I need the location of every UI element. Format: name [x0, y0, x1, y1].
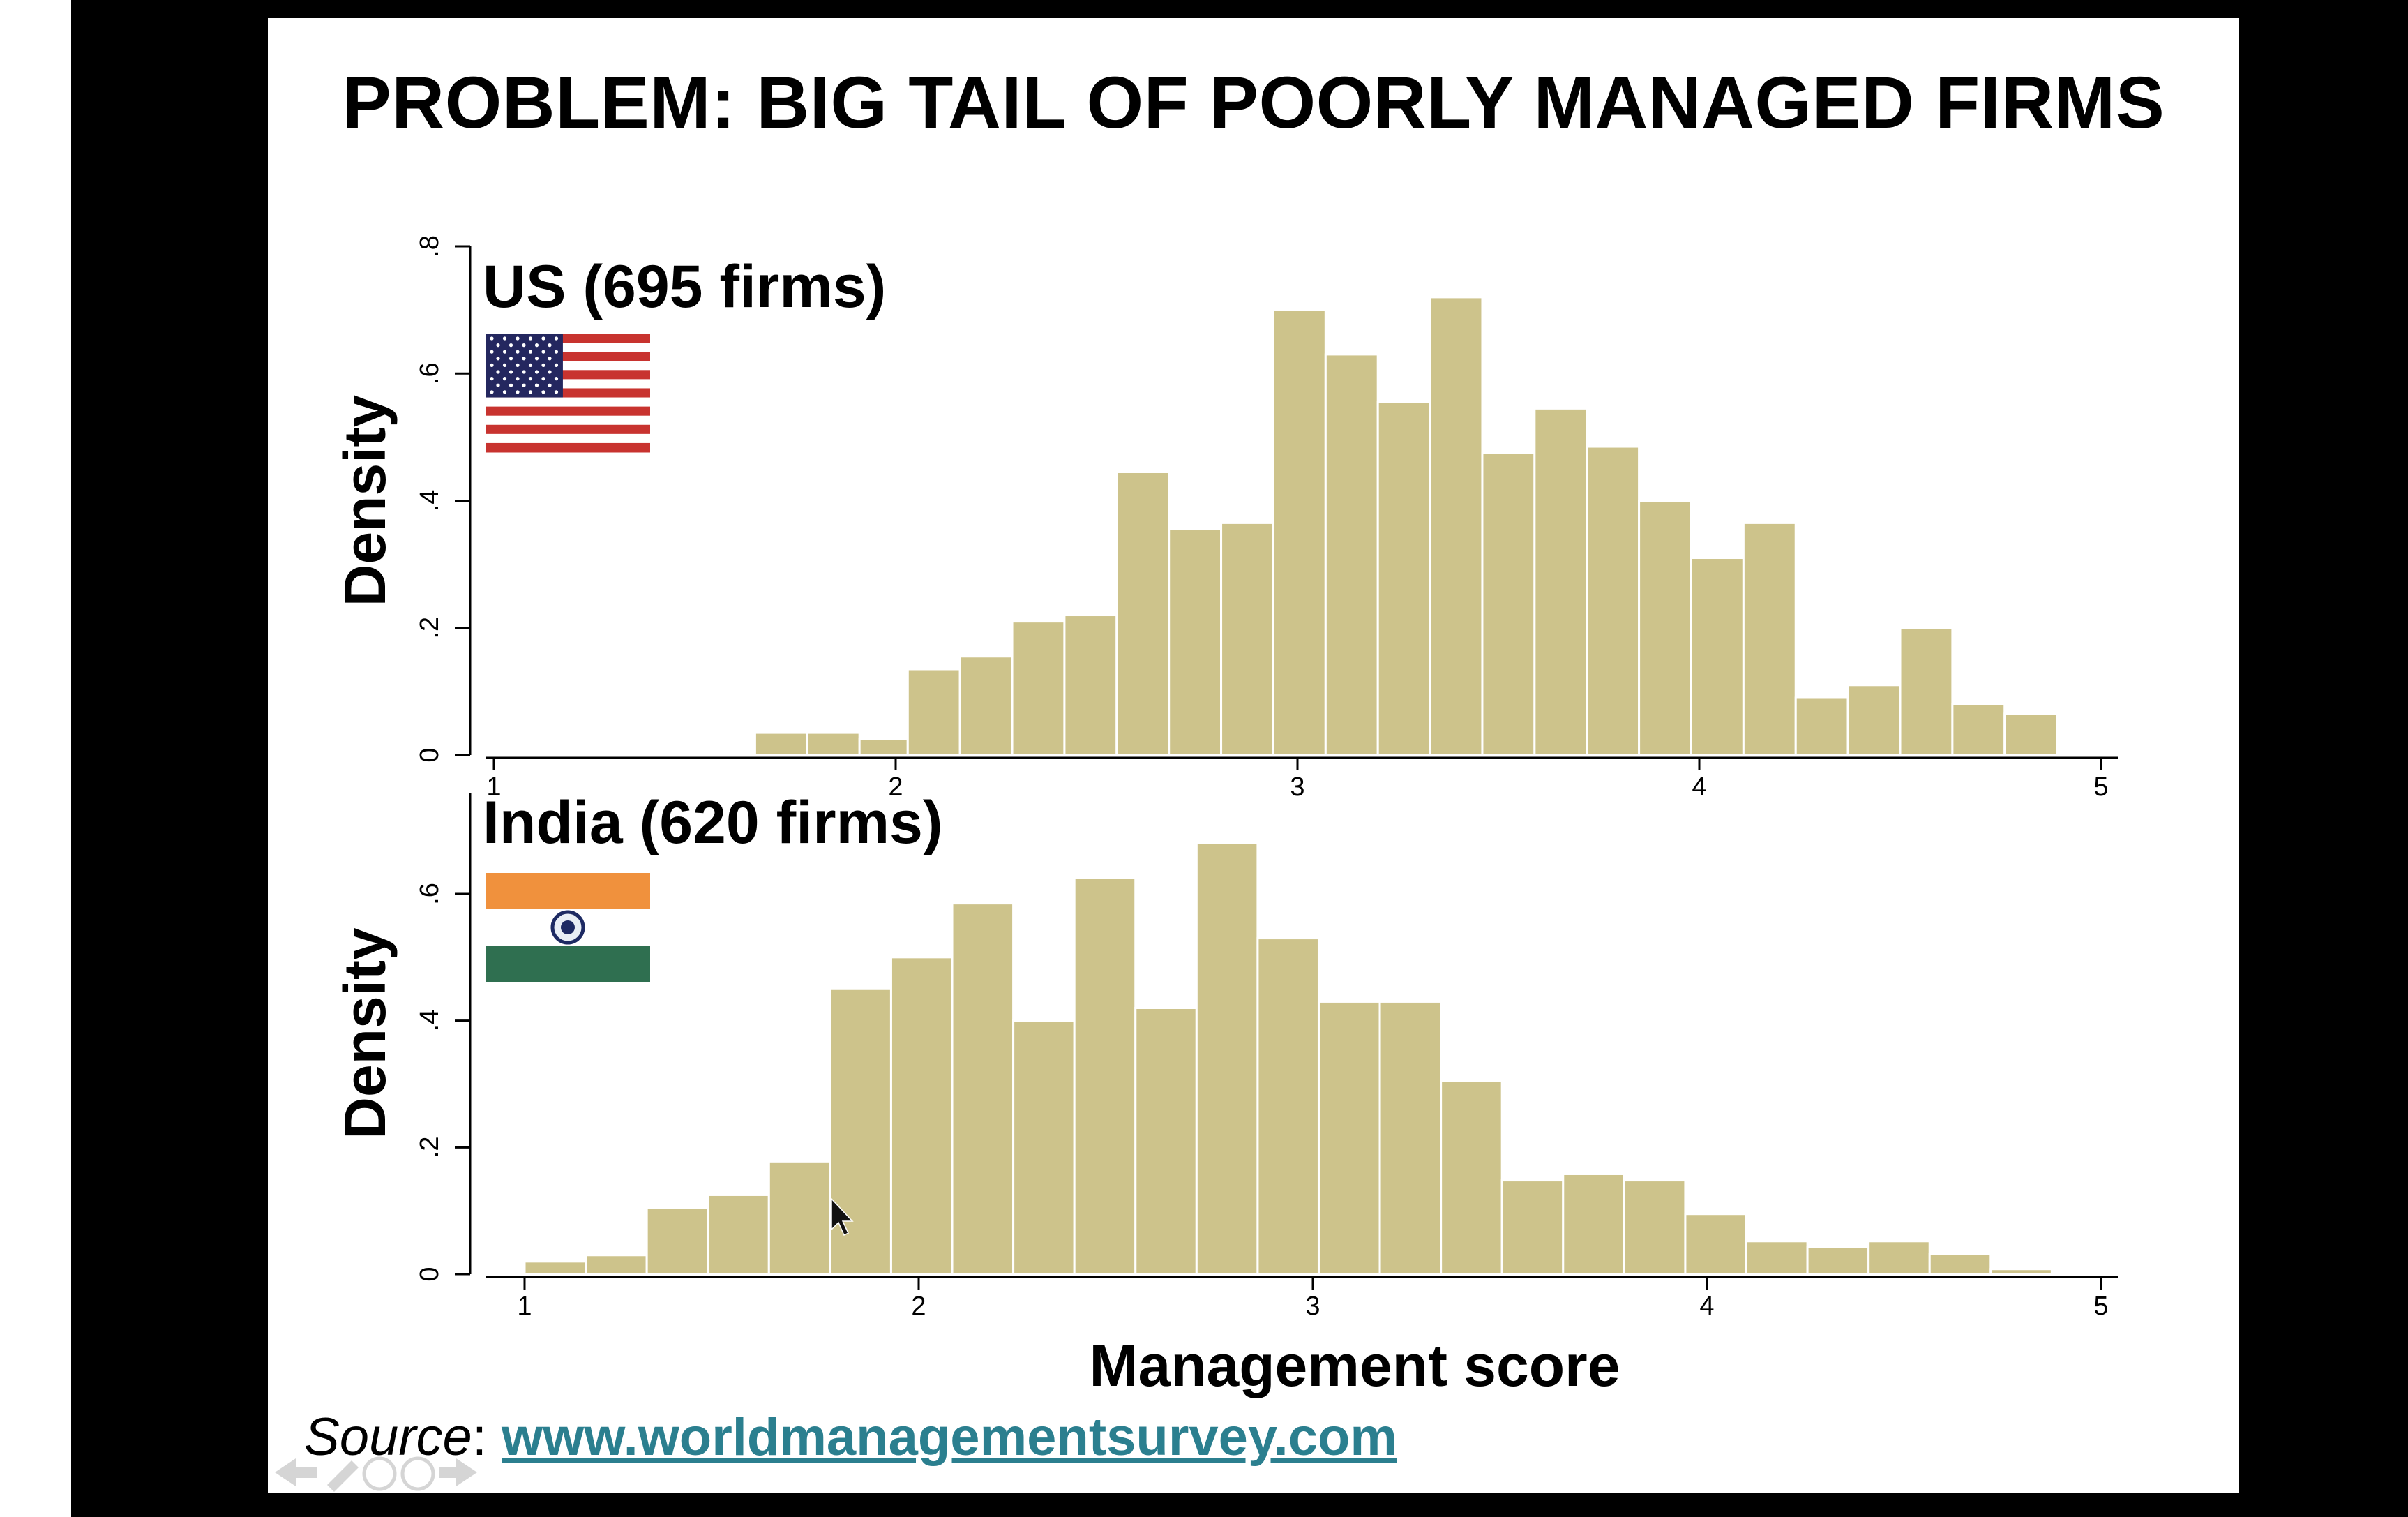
source-line: Source: www.worldmanagementsurvey.com	[304, 1407, 1397, 1467]
india-bar-22	[1806, 1246, 1870, 1276]
india-x-tick-label: 1	[517, 1292, 532, 1321]
us-bar-18	[1638, 500, 1692, 756]
india-x-tick-label: 5	[2093, 1292, 2108, 1321]
us-bar-2	[806, 731, 861, 756]
us-bar-11	[1272, 308, 1327, 756]
us-bar-1	[753, 731, 808, 756]
us-bar-9	[1168, 528, 1223, 756]
slide: PROBLEM: BIG TAIL OF POORLY MANAGED FIRM…	[268, 18, 2239, 1493]
india-flag-icon	[486, 873, 650, 982]
india-bar-17	[1500, 1179, 1565, 1276]
pen-icon[interactable]	[327, 1460, 359, 1492]
back-arrow-icon[interactable]	[275, 1458, 317, 1486]
us-y-tick-label: 0	[415, 747, 444, 762]
us-bar-20	[1742, 521, 1797, 756]
india-bar-5	[767, 1160, 831, 1276]
left-white-margin	[0, 0, 71, 1517]
india-bar-19	[1623, 1179, 1687, 1276]
us-bar-7	[1063, 614, 1118, 756]
india-y-tick-label: 0	[415, 1266, 444, 1281]
us-bar-25	[2003, 712, 2059, 756]
us-bar-17	[1586, 445, 1641, 756]
us-bar-22	[1846, 684, 1902, 756]
forward-arrow-icon[interactable]	[439, 1458, 477, 1486]
us-bar-8	[1115, 470, 1171, 756]
histogram-chart: 0 .2 .4 .6 .8 1 2 3 4 5 Density US (695 firms) 0 .2 .4…	[332, 235, 2118, 1398]
us-panel-title: US (695 firms)	[483, 253, 886, 320]
india-bar-11	[1134, 1007, 1198, 1276]
us-bar-4	[906, 668, 961, 756]
us-bar-12	[1324, 353, 1379, 756]
india-bar-9	[1012, 1019, 1076, 1276]
us-bar-6	[1011, 620, 1066, 756]
us-bar-13	[1376, 401, 1431, 756]
source-label: Source	[304, 1407, 472, 1467]
us-y-axis-label: Density	[332, 395, 398, 607]
us-flag-icon	[486, 334, 650, 453]
us-bar-21	[1794, 696, 1849, 756]
us-bar-23	[1899, 627, 1954, 756]
us-x-tick-label: 1	[486, 772, 501, 802]
india-x-tick-label: 3	[1305, 1292, 1320, 1321]
us-bar-15	[1481, 451, 1536, 756]
india-panel-title: India (620 firms)	[483, 789, 943, 856]
india-bar-20	[1684, 1213, 1748, 1276]
us-y-tick-label: .4	[415, 490, 444, 512]
india-y-axis-label: Density	[332, 927, 398, 1139]
india-bar-23	[1867, 1240, 1931, 1276]
us-bar-10	[1220, 521, 1274, 756]
india-bar-2	[585, 1254, 648, 1276]
us-bar-5	[958, 655, 1014, 756]
india-bar-25	[1989, 1268, 2053, 1276]
india-bar-18	[1562, 1172, 1625, 1276]
us-x-tick-label: 5	[2093, 772, 2108, 802]
india-bar-4	[707, 1193, 770, 1276]
india-x-tick-label: 4	[1699, 1292, 1714, 1321]
us-bar-3	[858, 738, 909, 756]
india-bar-7	[889, 956, 954, 1276]
india-bar-15	[1378, 1000, 1443, 1276]
us-bar-14	[1429, 296, 1484, 756]
india-x-tick-label: 2	[911, 1292, 926, 1321]
india-bar-8	[951, 902, 1015, 1276]
india-bar-13	[1256, 937, 1320, 1276]
india-bar-16	[1440, 1079, 1503, 1276]
us-y-tick-label: .8	[415, 235, 444, 257]
india-bar-14	[1317, 1000, 1381, 1276]
us-x-tick-label: 2	[888, 772, 903, 802]
india-bar-10	[1073, 876, 1137, 1276]
india-bar-21	[1745, 1240, 1809, 1276]
slide-title: PROBLEM: BIG TAIL OF POORLY MANAGED FIRM…	[342, 62, 2165, 144]
india-bar-12	[1195, 842, 1259, 1276]
india-bar-24	[1928, 1253, 1992, 1276]
us-y-tick-label: .2	[415, 617, 444, 639]
us-x-tick-label: 3	[1290, 772, 1304, 802]
india-y-tick-label: .4	[415, 1010, 444, 1032]
slideshow-nav	[275, 1456, 477, 1492]
us-x-tick-label: 4	[1692, 772, 1706, 802]
india-y-tick-label: .6	[415, 883, 444, 905]
us-y-tick-label: .6	[415, 362, 444, 384]
india-bar-1	[523, 1260, 587, 1276]
source-separator: :	[472, 1407, 502, 1467]
mouse-cursor-icon	[831, 1197, 854, 1236]
india-y-tick-label: .2	[415, 1136, 444, 1158]
india-bar-3	[645, 1206, 709, 1276]
india-bar-6	[829, 987, 892, 1276]
menu-icon[interactable]	[362, 1456, 435, 1491]
us-bar-19	[1690, 557, 1745, 756]
source-link[interactable]: www.worldmanagementsurvey.com	[502, 1407, 1397, 1467]
us-bar-24	[1951, 703, 2006, 756]
us-bar-16	[1533, 407, 1588, 756]
x-axis-label: Management score	[1090, 1333, 1620, 1398]
